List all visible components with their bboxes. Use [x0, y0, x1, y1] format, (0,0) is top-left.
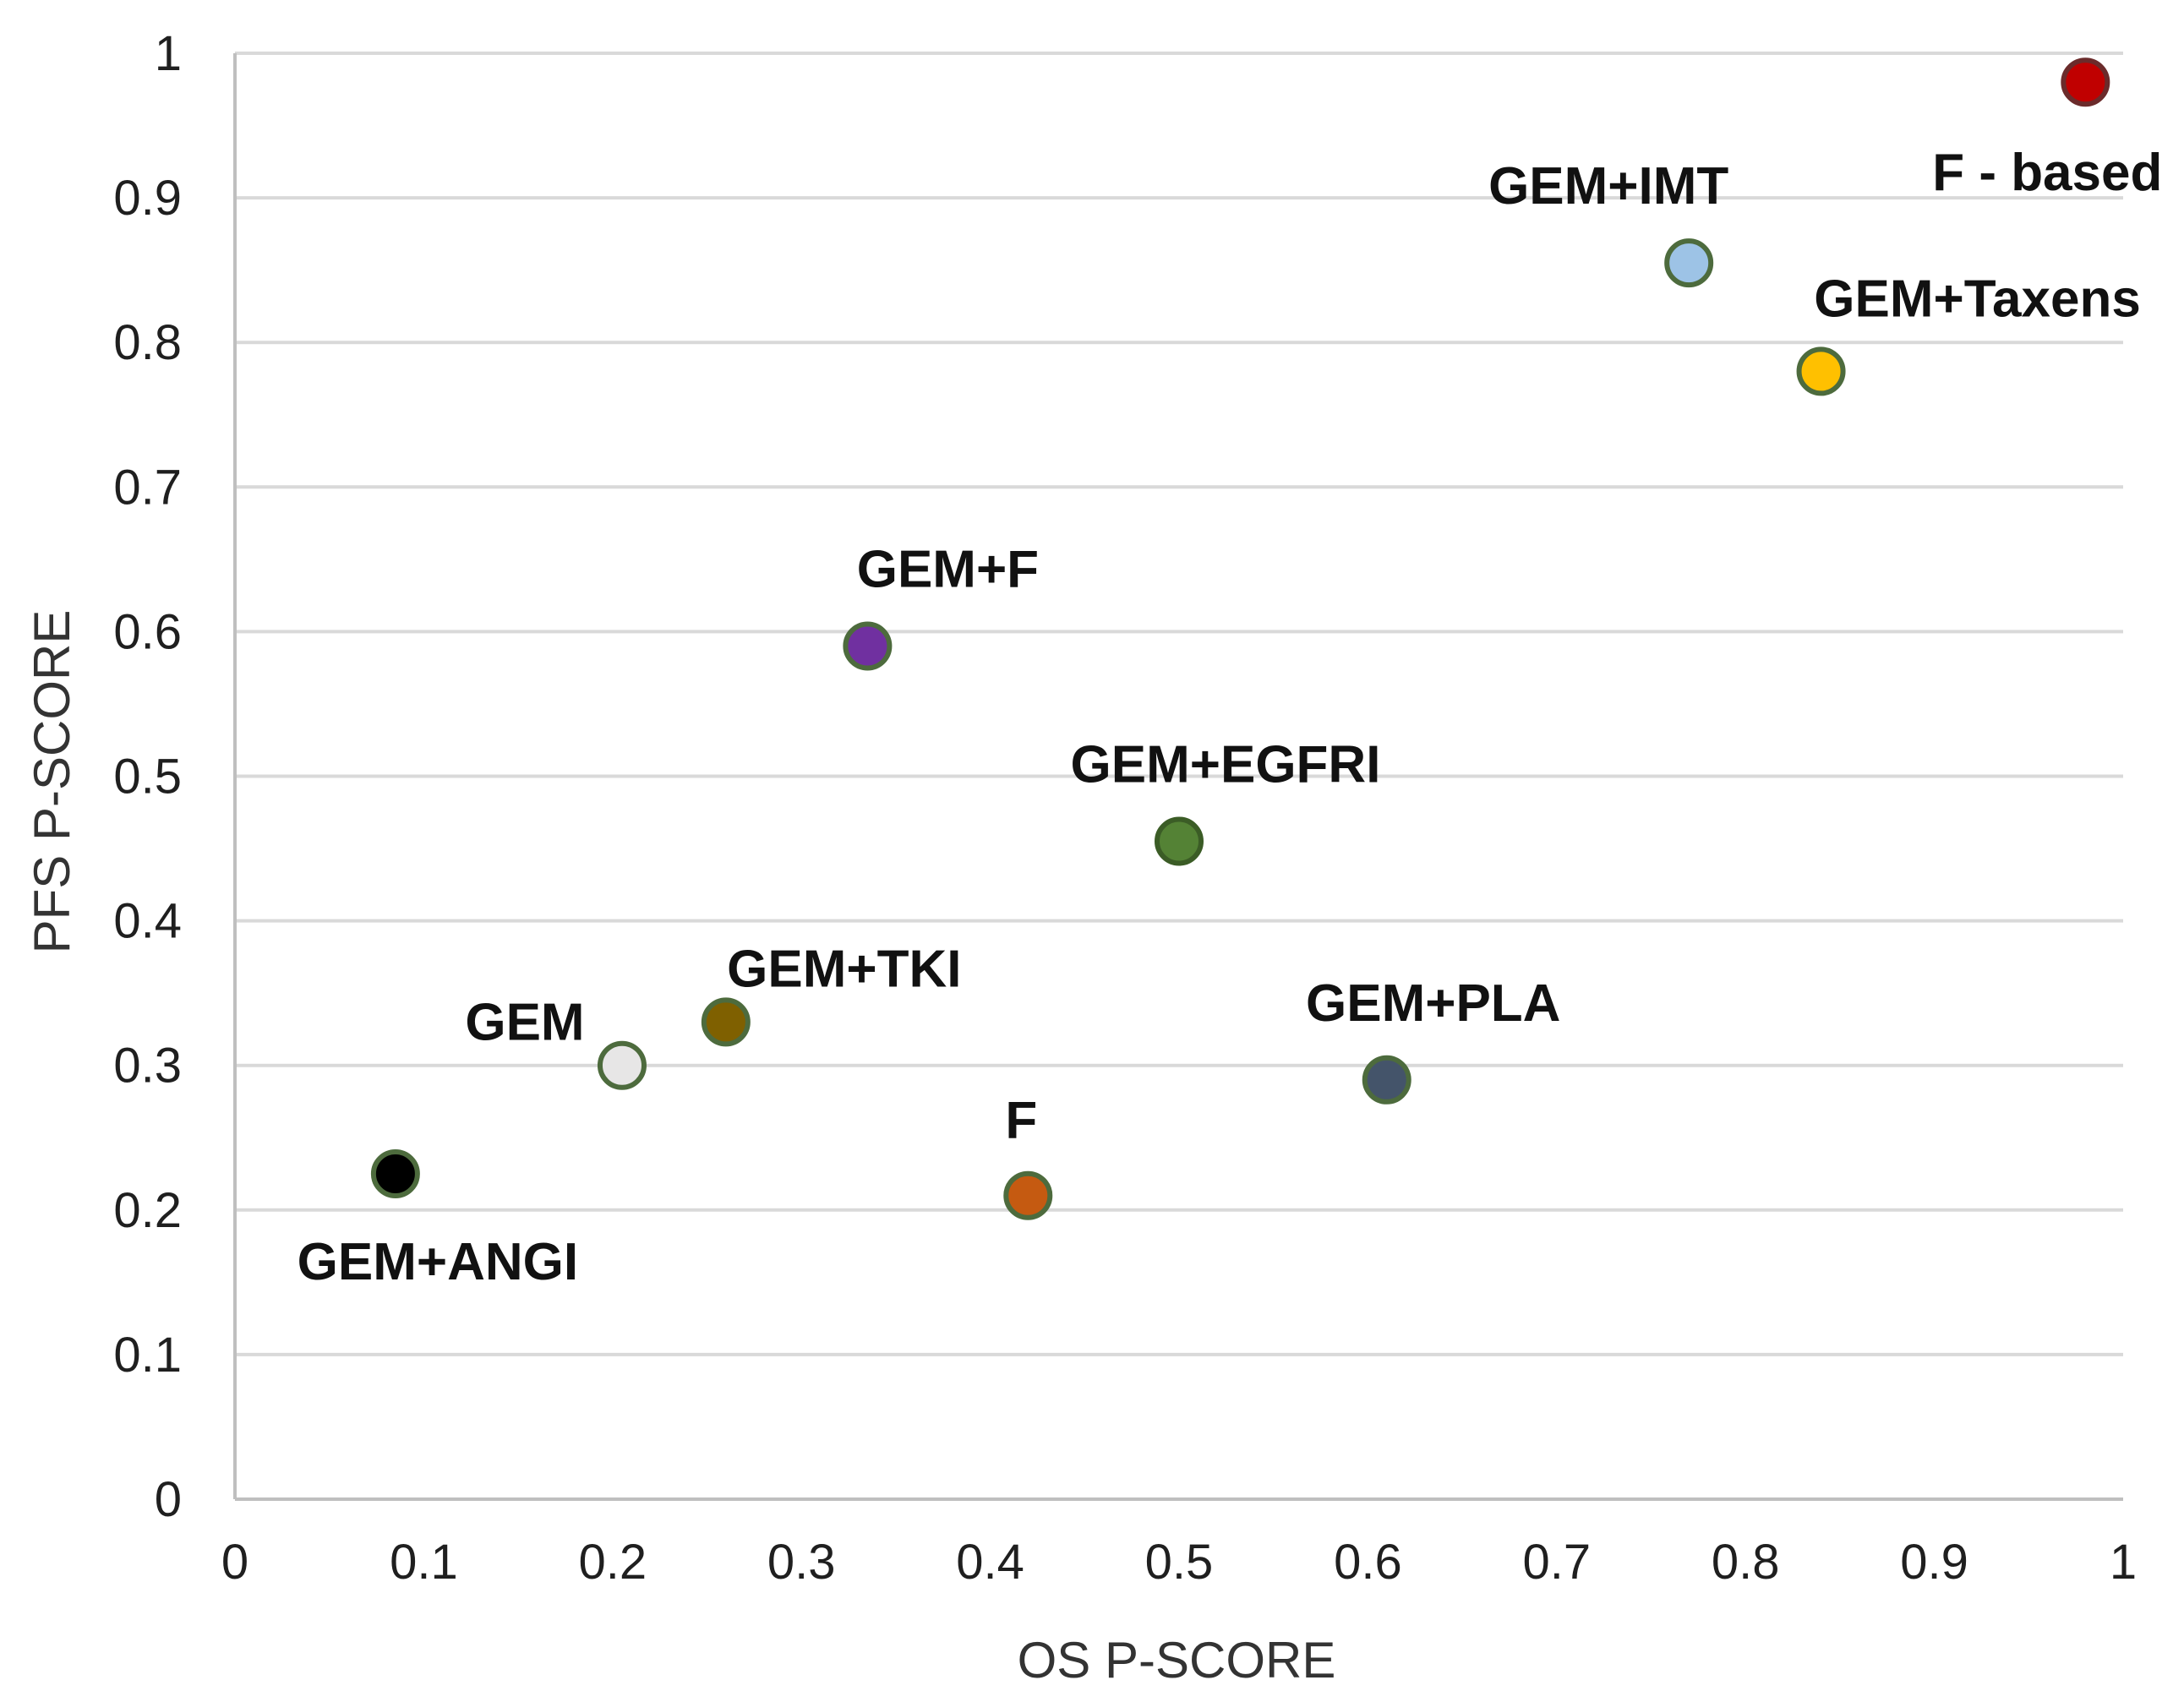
- grid-layer: [235, 52, 2123, 1356]
- scatter-point: [1155, 816, 1204, 866]
- scatter-point: [1362, 1055, 1411, 1105]
- point-label: GEM+IMT: [1488, 157, 1728, 215]
- scatter-point: [843, 621, 893, 671]
- point-label: GEM+F: [857, 541, 1039, 599]
- scatter-point: [2061, 57, 2110, 107]
- y-tick-label: 0.7: [113, 460, 182, 515]
- point-layer: [370, 57, 2110, 1220]
- y-tick-label: 0.6: [113, 604, 182, 659]
- x-tick-label: 1: [2110, 1535, 2137, 1590]
- y-tick-label: 0.8: [113, 315, 182, 370]
- point-label: GEM+ANGI: [298, 1233, 578, 1291]
- tick-layer: 0 0.1 0.2 0.3 0.4 0.5 0.6 0.7 0.8 0.9 1 0 0.1 0.2 0.3 0…: [113, 26, 2137, 1590]
- x-tick-label: 0.6: [1334, 1535, 1402, 1590]
- y-tick-label: 0: [155, 1472, 182, 1527]
- scatter-point: [701, 997, 751, 1047]
- y-axis-title: PFS P-SCORE: [24, 610, 80, 954]
- y-tick-label: 0.9: [113, 171, 182, 226]
- y-tick-label: 0.2: [113, 1183, 182, 1238]
- x-tick-label: 0.5: [1145, 1535, 1214, 1590]
- y-tick-label: 0.4: [113, 894, 182, 949]
- point-label: GEM+Taxens: [1814, 270, 2141, 328]
- x-tick-label: 0.2: [578, 1535, 647, 1590]
- x-tick-label: 0: [221, 1535, 248, 1590]
- scatter-point: [1796, 346, 1846, 396]
- scatter-point: [1664, 238, 1714, 288]
- x-axis-title: OS P-SCORE: [1018, 1632, 1336, 1688]
- scatter-point: [597, 1040, 647, 1090]
- point-label: GEM+TKI: [727, 940, 961, 998]
- axis-layer: [233, 53, 2123, 1501]
- point-label: GEM: [465, 994, 584, 1052]
- point-label: F: [1005, 1092, 1037, 1150]
- x-tick-label: 0.3: [767, 1535, 836, 1590]
- x-tick-label: 0.4: [956, 1535, 1024, 1590]
- point-label: GEM+PLA: [1306, 974, 1560, 1033]
- y-tick-label: 0.5: [113, 750, 182, 805]
- x-tick-label: 0.9: [1900, 1535, 1968, 1590]
- y-tick-label: 0.3: [113, 1039, 182, 1094]
- scatter-point: [370, 1149, 420, 1199]
- x-tick-label: 0.8: [1712, 1535, 1780, 1590]
- point-label: F - based: [1932, 144, 2162, 202]
- x-tick-label: 0.7: [1522, 1535, 1591, 1590]
- x-tick-label: 0.1: [390, 1535, 458, 1590]
- scatter-point: [1003, 1170, 1053, 1220]
- y-tick-label: 0.1: [113, 1328, 182, 1383]
- y-tick-label: 1: [155, 26, 182, 81]
- point-label: GEM+EGFRI: [1071, 735, 1381, 794]
- label-layer: F - based GEM+IMT GEM+Taxens GEM+F GEM+EGFRI…: [298, 144, 2163, 1291]
